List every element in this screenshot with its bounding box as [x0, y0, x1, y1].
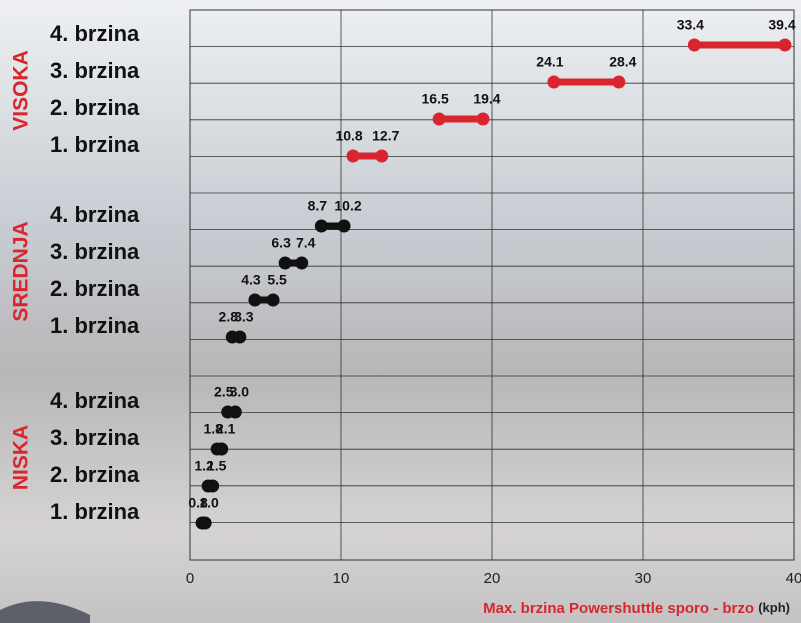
range-low — [688, 39, 701, 52]
background — [0, 0, 801, 623]
category-label: 2. brzina — [50, 462, 140, 487]
high-label: 28.4 — [609, 54, 636, 70]
range-low — [547, 76, 560, 89]
high-label: 2.1 — [216, 421, 236, 437]
category-label: 4. brzina — [50, 388, 140, 413]
low-label: 16.5 — [422, 91, 449, 107]
range-high — [215, 443, 228, 456]
x-tick-label: 10 — [333, 570, 350, 587]
range-high — [199, 517, 212, 530]
group-label: VISOKA — [10, 50, 33, 131]
low-label: 6.3 — [271, 235, 291, 251]
range-low — [248, 294, 261, 307]
high-label: 5.5 — [267, 272, 287, 288]
high-label: 1.0 — [199, 495, 219, 511]
range-high — [778, 39, 791, 52]
category-label: 2. brzina — [50, 276, 140, 301]
high-label: 10.2 — [334, 198, 361, 214]
category-label: 2. brzina — [50, 95, 140, 120]
range-high — [612, 76, 625, 89]
range-high — [229, 406, 242, 419]
high-label: 1.5 — [207, 458, 227, 474]
category-label: 1. brzina — [50, 132, 140, 157]
high-label: 39.4 — [768, 17, 795, 33]
x-axis-title: Max. brzina Powershuttle sporo - brzo — [483, 600, 754, 617]
category-label: 3. brzina — [50, 425, 140, 450]
x-tick-label: 40 — [786, 570, 801, 587]
high-label: 19.4 — [473, 91, 500, 107]
category-label: 3. brzina — [50, 58, 140, 83]
range-low — [433, 113, 446, 126]
x-tick-label: 20 — [484, 570, 501, 587]
x-axis-label: Max. brzina Powershuttle sporo - brzo (k… — [483, 600, 790, 617]
low-label: 10.8 — [335, 128, 362, 144]
range-high — [476, 113, 489, 126]
category-label: 4. brzina — [50, 21, 140, 46]
page: 0 10 20 30 40 Max. brzina Powershuttle sporo … — [0, 0, 801, 623]
range-low — [347, 150, 360, 163]
category-label: 4. brzina — [50, 202, 140, 227]
high-label: 12.7 — [372, 128, 399, 144]
range-high — [295, 257, 308, 270]
low-label: 4.3 — [241, 272, 261, 288]
range-low — [279, 257, 292, 270]
high-label: 7.4 — [296, 235, 316, 251]
low-label: 8.7 — [308, 198, 328, 214]
range-low — [315, 220, 328, 233]
range-high — [267, 294, 280, 307]
high-label: 3.3 — [234, 309, 254, 325]
chart: 0 10 20 30 40 Max. brzina Powershuttle sporo … — [0, 0, 801, 623]
range-high — [338, 220, 351, 233]
low-label: 24.1 — [536, 54, 563, 70]
range-high — [206, 480, 219, 493]
x-tick-label: 30 — [635, 570, 652, 587]
x-tick-label: 0 — [186, 570, 194, 587]
high-label: 3.0 — [230, 384, 250, 400]
category-label: 1. brzina — [50, 313, 140, 338]
range-high — [233, 331, 246, 344]
range-high — [375, 150, 388, 163]
low-label: 33.4 — [677, 17, 704, 33]
group-label: NISKA — [10, 425, 33, 490]
group-label: SREDNJA — [10, 221, 33, 321]
x-axis-unit: (kph) — [758, 600, 790, 615]
category-label: 3. brzina — [50, 239, 140, 264]
category-label: 1. brzina — [50, 499, 140, 524]
